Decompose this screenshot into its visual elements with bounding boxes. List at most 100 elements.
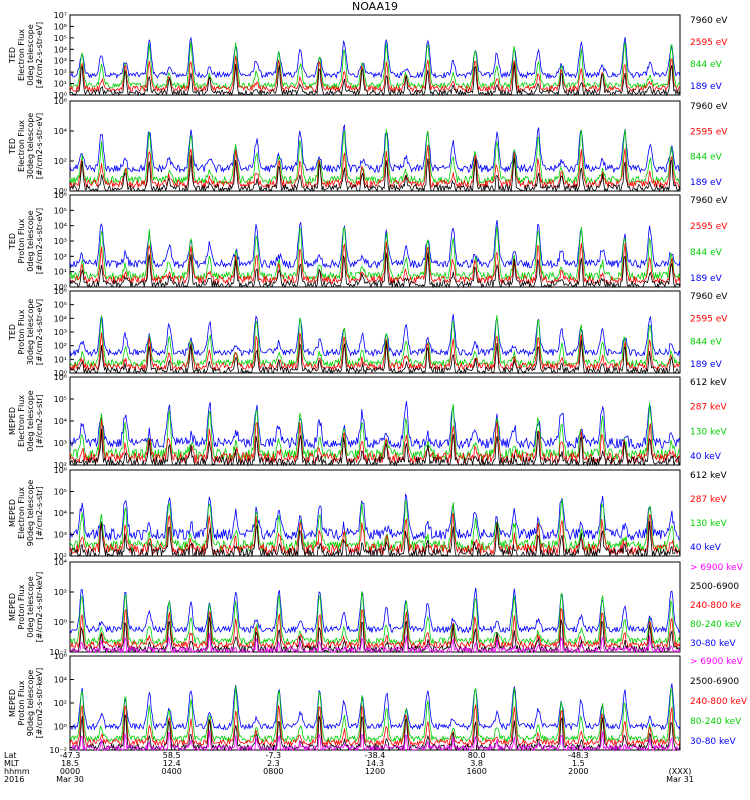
legend-entry: 7960 eV (690, 16, 728, 26)
x-tick-label: Mar 30 (56, 775, 84, 784)
y-tick-label: 10¹ (54, 80, 67, 89)
y-axis-label: [#/cm2-s-str-keV] (35, 572, 44, 643)
x-tick-label: 18.5 (61, 759, 79, 768)
series-line-green (69, 685, 681, 744)
legend-entry: 189 eV (690, 274, 723, 284)
y-axis-label: Proton Flux (17, 218, 26, 263)
y-axis-label: [#/cm2-s-str-eV] (35, 113, 44, 179)
x-tick-label: 58.5 (163, 751, 181, 760)
y-tick-label: 10⁶ (54, 652, 67, 661)
legend-entry: 2595 eV (690, 127, 728, 137)
y-axis-label: 0deg telescope (26, 210, 35, 271)
x-tick-label: 14.3 (366, 759, 384, 768)
x-tick-label: 0400 (161, 767, 181, 776)
legend-entry: > 6900 keV (690, 563, 744, 573)
legend-entry: 240-800 ke (690, 601, 741, 611)
x-axis-row-label: 2016 (4, 775, 24, 784)
y-axis-label: [#/cm2-s-str-eV] (35, 299, 44, 365)
y-axis-label: MEPED (8, 689, 17, 717)
x-tick-label: 1200 (365, 767, 385, 776)
legend-entry: 189 eV (690, 178, 723, 188)
legend-entry: 2500-6900 (690, 582, 739, 592)
y-tick-label: 10⁴ (54, 676, 67, 685)
y-tick-label: 10⁶ (54, 97, 67, 106)
x-tick-label: 80.0 (468, 751, 486, 760)
y-tick-label: 10² (54, 68, 67, 77)
y-tick-label: 10⁴ (54, 222, 67, 231)
y-tick-label: 10³ (54, 439, 67, 448)
y-axis-label: TED (8, 138, 17, 155)
y-axis-label: 0deg telescope (26, 24, 35, 85)
series-line-black (69, 339, 681, 375)
y-tick-label: 10³ (54, 237, 67, 246)
y-tick-label: 10² (54, 699, 67, 708)
legend-entry: 844 eV (690, 60, 723, 70)
y-tick-label: 10⁴ (54, 45, 67, 54)
y-tick-label: 10⁵ (54, 206, 67, 215)
y-axis-label: 0deg telescope (26, 576, 35, 637)
y-tick-label: 10⁶ (54, 373, 67, 382)
series-line-blue (69, 493, 681, 542)
series-line-blue (69, 683, 681, 731)
y-axis-label: MEPED (8, 407, 17, 435)
legend-entry: 80-240 keV (690, 620, 742, 630)
y-tick-label: 10⁰ (54, 369, 67, 378)
panel-frame (69, 561, 681, 653)
series-line-black (69, 155, 681, 193)
y-axis-label: TED (8, 47, 17, 64)
series-line-green (69, 315, 681, 368)
legend-entry: 189 eV (690, 82, 723, 92)
series-line-green (69, 591, 681, 646)
y-axis-label: [#/cm2-s-str-keV] (35, 668, 44, 739)
series-line-magenta (69, 632, 681, 654)
legend-entry: 2500-6900 (690, 677, 739, 687)
y-tick-label: 10⁰ (54, 618, 67, 627)
legend-entry: 130 keV (690, 427, 727, 437)
series-line-blue (69, 123, 681, 174)
legend-entry: 40 keV (690, 452, 722, 462)
series-line-red (69, 607, 681, 650)
y-tick-label: 10³ (54, 531, 67, 540)
x-axis-row-label: MLT (4, 759, 19, 768)
legend-entry: 130 keV (690, 519, 727, 529)
y-tick-label: 10⁴ (54, 509, 67, 518)
legend-entry: 287 keV (690, 495, 727, 505)
y-axis-label: 30deg telescope (26, 299, 35, 366)
series-line-blue (69, 587, 681, 634)
series-line-blue (69, 314, 681, 358)
y-tick-label: 10⁵ (54, 395, 67, 404)
y-axis-label: 90deg telescope (26, 670, 35, 737)
y-axis-label: Proton Flux (17, 680, 26, 725)
y-axis-label: 30deg telescope (26, 113, 35, 180)
series-line-black (69, 428, 681, 467)
legend-entry: 189 eV (690, 360, 723, 370)
y-axis-label: MEPED (8, 499, 17, 527)
x-axis-row-label: hhmm (4, 767, 30, 776)
y-axis-label: Electron Flux (17, 395, 26, 447)
x-tick-label: -47.3 (60, 751, 81, 760)
x-tick-label: 1.5 (572, 759, 585, 768)
y-tick-label: 10⁰ (54, 723, 67, 732)
y-tick-label: 10⁶ (54, 191, 67, 200)
x-tick-label: Mar 31 (666, 775, 694, 784)
legend-entry: 80-240 keV (690, 717, 742, 727)
y-tick-label: 10⁴ (54, 127, 67, 136)
y-tick-label: 10³ (54, 57, 67, 66)
series-line-red (69, 704, 681, 747)
y-axis-label: MEPED (8, 593, 17, 621)
x-tick-label: -38.4 (365, 751, 386, 760)
series-line-blue (69, 36, 681, 80)
legend-entry: 2595 eV (690, 38, 728, 48)
x-tick-label: 2.3 (267, 759, 280, 768)
y-tick-label: 10¹ (54, 268, 67, 277)
y-tick-label: 10² (54, 552, 67, 561)
y-tick-label: 10¹ (54, 355, 67, 364)
series-line-green (69, 225, 681, 282)
y-tick-label: 10⁴ (54, 314, 67, 323)
y-tick-label: 10⁴ (54, 417, 67, 426)
legend-entry: 7960 eV (690, 102, 728, 112)
y-axis-label: 90deg telescope (26, 480, 35, 547)
x-tick-label: -48.3 (568, 751, 589, 760)
x-tick-label: 0800 (263, 767, 283, 776)
y-axis-label: Electron Flux (17, 29, 26, 81)
